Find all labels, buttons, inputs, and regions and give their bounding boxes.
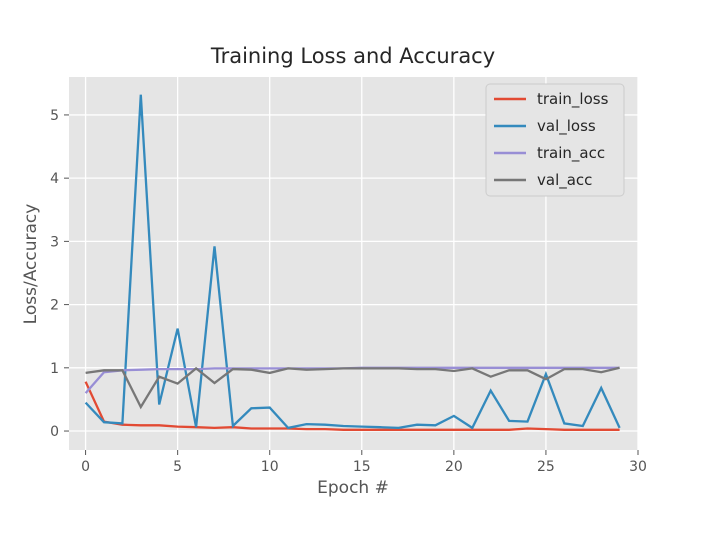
- y-axis-label: Loss/Accuracy: [21, 204, 41, 325]
- series-line-train-loss: [84, 381, 620, 431]
- x-tick-label: 10: [261, 459, 279, 475]
- x-tick-label: 25: [537, 459, 555, 475]
- y-tick-label: 4: [50, 171, 59, 187]
- series-line-val-loss: [84, 94, 621, 430]
- y-tick-label: 1: [50, 361, 59, 377]
- y-axis-ticks: 0 1 2 3 4 5: [50, 108, 69, 440]
- legend-label-train-loss: train_loss: [537, 90, 609, 109]
- x-tick-label: 30: [629, 459, 647, 475]
- y-tick-label: 3: [50, 234, 59, 250]
- legend-label-val-acc: val_acc: [537, 171, 592, 190]
- grid: [69, 77, 639, 450]
- x-tick-label: 20: [445, 459, 463, 475]
- x-tick-label: 0: [81, 459, 90, 475]
- legend-label-train-acc: train_acc: [537, 144, 605, 163]
- y-tick-label: 2: [50, 298, 59, 314]
- chart-title: Training Loss and Accuracy: [210, 44, 495, 68]
- x-axis-ticks: 0 5 10 15 20 25 30: [81, 450, 647, 475]
- series-line-val-acc: [85, 366, 620, 410]
- legend-box: [485, 83, 625, 197]
- x-tick-label: 5: [173, 459, 182, 475]
- legend: train_loss val_loss train_acc val_acc: [485, 83, 625, 197]
- x-tick-label: 15: [353, 459, 371, 475]
- x-axis-label: Epoch #: [317, 478, 389, 498]
- series-lines: [84, 94, 621, 431]
- y-tick-label: 0: [50, 424, 59, 440]
- y-tick-label: 5: [50, 108, 59, 124]
- legend-label-val-loss: val_loss: [537, 117, 596, 136]
